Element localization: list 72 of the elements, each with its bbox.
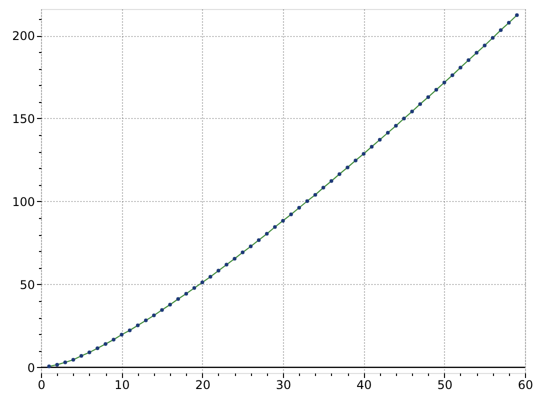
x-tick-label: 50 [437, 378, 452, 392]
point [104, 342, 108, 346]
point [168, 302, 172, 307]
point [240, 250, 245, 254]
point [224, 262, 228, 267]
point [338, 172, 342, 176]
point [515, 13, 519, 18]
point [232, 256, 236, 261]
point [192, 286, 196, 290]
point [281, 218, 285, 223]
point [418, 102, 422, 106]
point [264, 232, 269, 236]
x-tick-label: 40 [356, 378, 372, 392]
point [313, 192, 318, 197]
point [426, 95, 430, 99]
point [55, 362, 60, 367]
point [208, 274, 212, 279]
point [474, 50, 478, 55]
point [458, 66, 462, 70]
point [47, 364, 51, 368]
y-tick-label: 0 [27, 360, 35, 375]
point [321, 186, 326, 190]
point [112, 338, 116, 342]
point [144, 318, 148, 322]
point [96, 346, 100, 350]
line-series [48, 14, 518, 367]
point [120, 332, 124, 337]
point [176, 297, 180, 301]
point [370, 144, 374, 149]
y-tick-label: 150 [12, 112, 35, 126]
point [136, 324, 140, 328]
x-tick-label: 20 [195, 378, 210, 392]
point [160, 308, 164, 312]
point [402, 116, 406, 120]
point [354, 158, 358, 162]
point [152, 314, 156, 318]
y-tick-label: 50 [20, 278, 35, 292]
x-tick-label: 0 [38, 378, 46, 392]
point [79, 354, 84, 358]
y-tick-label: 200 [12, 29, 35, 44]
point [394, 124, 398, 128]
point [216, 268, 220, 273]
point [378, 138, 382, 142]
point [71, 358, 76, 362]
point [256, 238, 261, 242]
y-tick-label: 100 [12, 194, 35, 209]
point [289, 212, 293, 216]
point [482, 44, 487, 48]
point [442, 80, 446, 84]
point [434, 88, 438, 92]
point [297, 206, 302, 210]
point [506, 20, 511, 25]
point [490, 36, 495, 40]
point [330, 179, 334, 183]
point [184, 292, 188, 296]
point [498, 28, 503, 32]
point [128, 328, 132, 332]
point [450, 73, 454, 78]
point [248, 244, 253, 248]
point [362, 152, 366, 156]
point [346, 166, 350, 170]
x-tick-label: 30 [276, 378, 292, 392]
point [200, 280, 204, 284]
point [88, 350, 92, 354]
point [273, 225, 277, 229]
x-tick-label: 60 [518, 378, 534, 392]
point [63, 360, 68, 364]
point [305, 199, 310, 203]
point [410, 110, 414, 114]
x-tick-label: 10 [114, 378, 130, 392]
point [466, 58, 470, 62]
point [386, 130, 390, 135]
